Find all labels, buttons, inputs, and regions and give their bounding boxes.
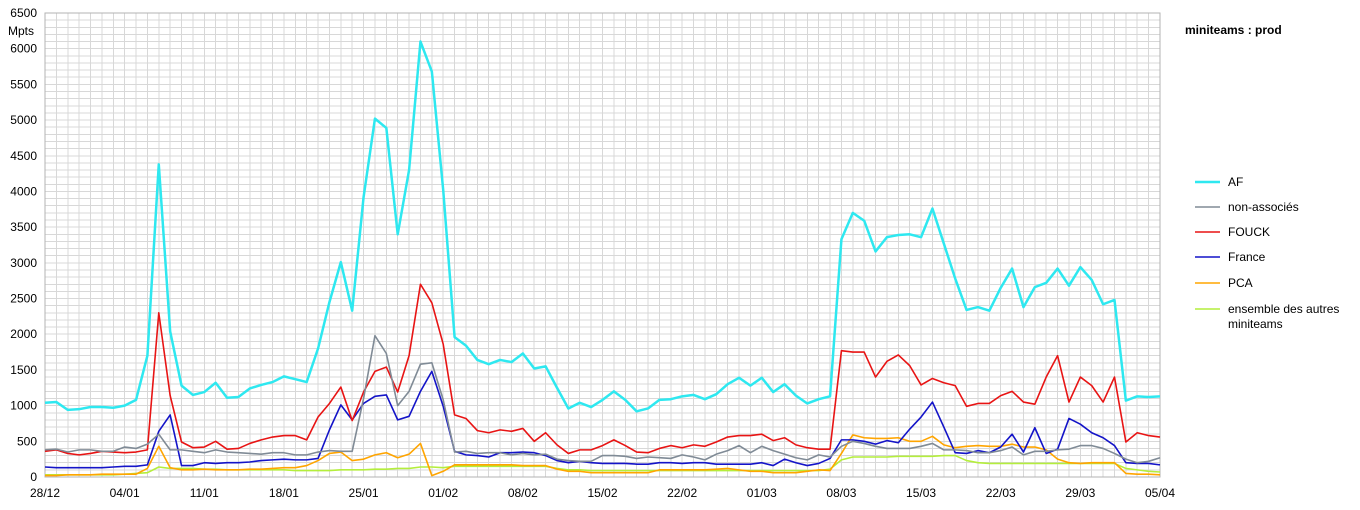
x-tick-label: 28/12 [30, 486, 60, 500]
x-tick-label: 11/01 [190, 486, 219, 500]
y-axis-tick-labels: 0 500 1000 1500 2000 2500 3000 3500 4000 4500 5000… [10, 6, 37, 484]
x-tick-label: 29/03 [1065, 486, 1095, 500]
plot-frame [44, 12, 1161, 478]
x-tick-label: 08/03 [826, 486, 856, 500]
legend-label-ensemble-des-autres-miniteams: ensemble des autres miniteams [1228, 302, 1339, 331]
y-tick-label: 3500 [10, 220, 37, 234]
x-tick-label: 05/04 [1145, 486, 1175, 500]
y-tick-label: 500 [17, 434, 37, 448]
legend: AF non-associés FOUCK France PCA ensemble des… [1195, 175, 1339, 331]
x-tick-label: 25/01 [349, 486, 379, 500]
series-line-af [44, 40, 1161, 413]
y-axis-unit-label: Mpts [8, 24, 34, 38]
axes [44, 12, 1161, 478]
legend-label-pca: PCA [1228, 276, 1253, 290]
y-tick-label: 6500 [10, 6, 37, 20]
chart-title: miniteams : prod [1185, 23, 1282, 37]
y-tick-label: 5500 [10, 77, 37, 91]
series-line-non-associ-s [44, 334, 1161, 464]
legend-label-france: France [1228, 250, 1266, 264]
x-tick-label: 18/01 [269, 486, 299, 500]
x-tick-label: 15/02 [587, 486, 617, 500]
x-tick-label: 01/03 [747, 486, 777, 500]
y-tick-label: 1500 [10, 363, 37, 377]
legend-label-non-associ-s: non-associés [1228, 200, 1299, 214]
x-tick-label: 01/02 [428, 486, 458, 500]
x-axis-tick-labels: 28/12 04/01 11/01 18/01 25/01 01/02 08/02 15/02… [30, 486, 1175, 500]
x-tick-label: 22/03 [986, 486, 1016, 500]
y-tick-label: 2000 [10, 327, 37, 341]
y-tick-label: 4500 [10, 149, 37, 163]
series-lines [44, 40, 1161, 477]
x-tick-label: 04/01 [110, 486, 140, 500]
legend-label-af: AF [1228, 175, 1243, 189]
series-line-pca [45, 434, 1161, 477]
y-tick-label: 3000 [10, 256, 37, 270]
y-tick-label: 4000 [10, 184, 37, 198]
legend-label-fouck: FOUCK [1228, 225, 1270, 239]
x-tick-label: 08/02 [508, 486, 538, 500]
y-tick-label: 2500 [10, 292, 37, 306]
series-line-fouck [44, 283, 1161, 456]
y-tick-label: 6000 [10, 42, 37, 56]
x-tick-label: 22/02 [667, 486, 697, 500]
y-tick-label: 5000 [10, 113, 37, 127]
y-tick-label: 0 [30, 470, 37, 484]
x-tick-label: 15/03 [906, 486, 936, 500]
y-tick-label: 1000 [10, 399, 37, 413]
